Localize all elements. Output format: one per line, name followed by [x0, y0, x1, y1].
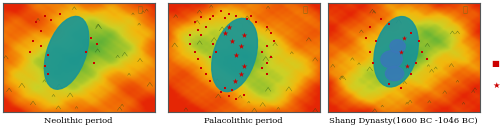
Point: [228, 89, 235, 91]
Ellipse shape: [381, 51, 402, 68]
Point: [422, 58, 430, 60]
Ellipse shape: [386, 66, 404, 81]
Point: [93, 43, 101, 45]
Point: [258, 67, 266, 69]
Point: [252, 21, 260, 23]
Point: [372, 40, 380, 42]
Point: [209, 43, 217, 45]
Point: [396, 87, 404, 89]
Point: [366, 26, 374, 28]
Point: [362, 36, 370, 39]
Point: [258, 51, 266, 53]
Point: [267, 56, 275, 58]
Point: [267, 32, 275, 34]
Point: [90, 62, 98, 64]
Point: [262, 45, 270, 47]
Point: [191, 21, 199, 23]
Point: [191, 51, 199, 53]
Ellipse shape: [44, 16, 88, 89]
Point: [36, 30, 44, 32]
Point: [396, 51, 404, 53]
Point: [232, 15, 240, 17]
Point: [41, 15, 49, 17]
Point: [217, 91, 225, 93]
Point: [236, 45, 244, 47]
Point: [194, 29, 202, 31]
Point: [415, 40, 423, 42]
Point: [369, 62, 378, 64]
Point: [224, 13, 232, 15]
Point: [186, 34, 194, 36]
Point: [240, 65, 248, 67]
Point: [32, 21, 40, 23]
Point: [44, 72, 52, 75]
Point: [82, 51, 90, 53]
Point: [56, 13, 64, 15]
Point: [412, 62, 420, 64]
Point: [197, 34, 205, 36]
Point: [206, 18, 214, 20]
Point: [377, 18, 385, 20]
Ellipse shape: [212, 18, 258, 92]
Point: [418, 51, 426, 53]
Point: [202, 72, 209, 75]
Point: [230, 80, 238, 82]
Point: [26, 51, 34, 53]
Point: [384, 83, 392, 86]
Point: [262, 62, 270, 64]
Point: [262, 26, 270, 28]
Text: Neolithic period: Neolithic period: [44, 117, 113, 125]
Text: ■: ■: [492, 59, 500, 68]
Point: [209, 15, 217, 17]
Point: [240, 34, 248, 36]
Text: Shang Dynasty(1600 BC -1046 BC): Shang Dynasty(1600 BC -1046 BC): [330, 117, 478, 125]
Point: [384, 23, 392, 26]
Point: [228, 40, 235, 42]
Point: [403, 65, 411, 67]
Point: [41, 65, 49, 67]
Point: [262, 72, 270, 75]
Point: [224, 95, 232, 97]
Point: [206, 56, 214, 58]
Point: [270, 40, 278, 42]
Point: [366, 51, 374, 53]
Point: [408, 72, 416, 75]
Point: [232, 98, 240, 100]
Point: [222, 87, 230, 89]
Point: [44, 54, 52, 56]
Point: [197, 16, 205, 18]
Text: ⓘ: ⓘ: [462, 6, 467, 15]
Point: [217, 10, 225, 13]
Point: [36, 45, 44, 47]
Point: [186, 43, 194, 45]
Point: [400, 36, 408, 39]
Point: [48, 19, 56, 21]
Point: [202, 26, 209, 28]
Point: [236, 72, 244, 75]
Point: [206, 80, 214, 82]
Point: [222, 17, 230, 19]
Ellipse shape: [374, 17, 418, 87]
Ellipse shape: [390, 40, 406, 53]
Point: [212, 51, 220, 53]
Text: ⓘ: ⓘ: [302, 6, 307, 15]
Point: [232, 54, 240, 56]
Point: [197, 67, 205, 69]
Text: Palacolithic period: Palacolithic period: [204, 117, 283, 125]
Point: [222, 32, 230, 34]
Point: [240, 94, 248, 96]
Point: [248, 15, 256, 17]
Point: [87, 36, 95, 39]
Point: [243, 18, 251, 20]
Point: [194, 58, 202, 60]
Text: ⓘ: ⓘ: [137, 6, 142, 15]
Point: [29, 40, 37, 42]
Text: ★: ★: [492, 81, 500, 90]
Point: [408, 32, 416, 34]
Point: [224, 26, 232, 28]
